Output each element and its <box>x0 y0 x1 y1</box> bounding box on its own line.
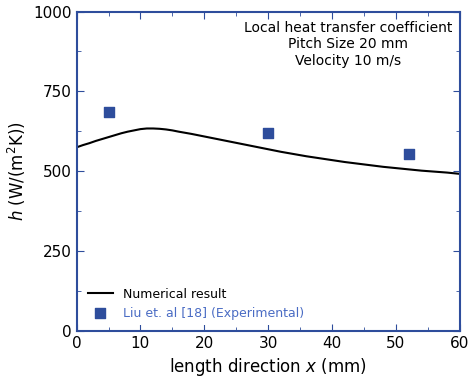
Numerical result <box>393 166 399 170</box>
Numerical result <box>368 163 373 167</box>
Numerical result <box>304 154 309 159</box>
Numerical result <box>99 137 105 141</box>
Legend: Numerical result, Liu et. al [18] (Experimental): Numerical result, Liu et. al [18] (Exper… <box>83 283 309 325</box>
Numerical result <box>253 144 258 149</box>
Numerical result <box>157 126 162 131</box>
Liu et. al [18] (Experimental) <box>405 151 412 157</box>
Numerical result <box>342 160 348 164</box>
Numerical result <box>227 139 233 144</box>
Numerical result <box>418 168 424 173</box>
Numerical result <box>444 170 450 175</box>
Numerical result <box>189 132 194 136</box>
Numerical result <box>118 131 124 136</box>
Liu et. al [18] (Experimental) <box>265 130 272 136</box>
Numerical result <box>380 164 386 169</box>
Line: Numerical result: Numerical result <box>76 129 460 174</box>
Numerical result <box>329 158 335 162</box>
Numerical result <box>355 161 361 166</box>
Numerical result <box>291 152 296 156</box>
Numerical result <box>201 134 207 139</box>
Numerical result <box>112 133 118 137</box>
X-axis label: length direction $x$ (mm): length direction $x$ (mm) <box>169 356 367 379</box>
Numerical result <box>266 147 271 152</box>
Numerical result <box>105 135 111 139</box>
Numerical result <box>138 127 143 131</box>
Numerical result <box>316 156 322 161</box>
Numerical result <box>176 129 181 134</box>
Numerical result <box>170 128 175 133</box>
Numerical result <box>74 145 79 150</box>
Numerical result <box>80 143 86 147</box>
Numerical result <box>86 141 92 146</box>
Numerical result <box>214 137 220 141</box>
Numerical result <box>151 126 156 131</box>
Numerical result <box>131 128 137 133</box>
Numerical result <box>144 126 150 131</box>
Numerical result <box>278 149 284 154</box>
Liu et. al [18] (Experimental) <box>104 109 112 115</box>
Numerical result <box>406 167 411 172</box>
Numerical result <box>240 142 246 146</box>
Numerical result <box>431 169 437 174</box>
Y-axis label: $h$ (W/(m$^2$K)): $h$ (W/(m$^2$K)) <box>6 121 28 221</box>
Numerical result <box>125 129 131 134</box>
Numerical result <box>457 172 463 176</box>
Numerical result <box>163 127 169 132</box>
Numerical result <box>93 139 99 143</box>
Text: Local heat transfer coefficient
Pitch Size 20 mm
Velocity 10 m/s: Local heat transfer coefficient Pitch Si… <box>244 21 452 68</box>
